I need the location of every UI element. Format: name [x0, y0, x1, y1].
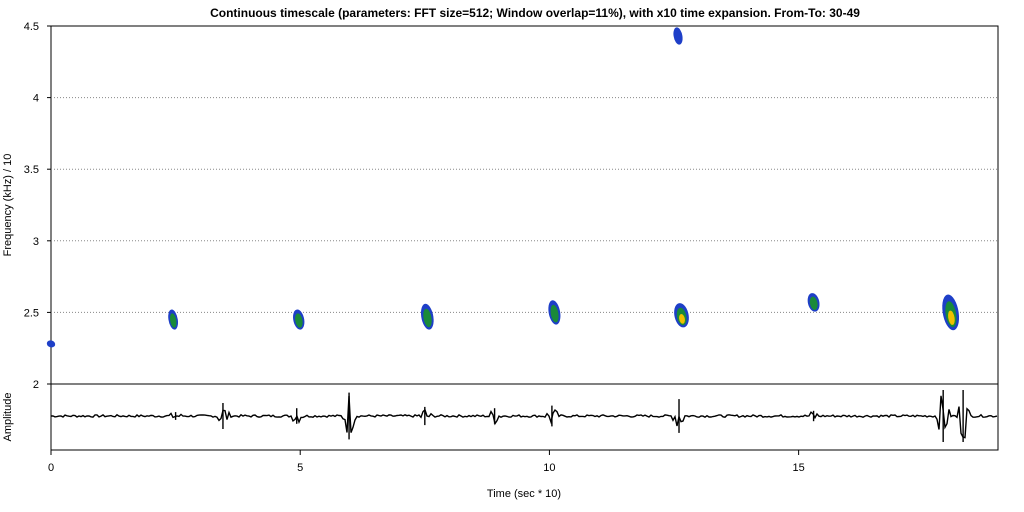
waveform-trace	[50, 395, 998, 439]
amplitude-waveform	[50, 390, 998, 442]
call-blob	[46, 340, 56, 348]
grid-lines	[51, 97, 998, 313]
y-tick-label: 2.5	[24, 307, 39, 319]
x-axis-label: Time (sec * 10)	[487, 488, 561, 500]
x-tick-label: 15	[793, 462, 805, 474]
x-tick-label: 5	[297, 462, 303, 474]
y-tick-label: 4.5	[24, 21, 39, 33]
y-tick-label: 3	[33, 236, 39, 248]
amplitude-axis-label: Amplitude	[2, 393, 14, 442]
y-tick-label: 3.5	[24, 164, 39, 176]
call-blob	[942, 294, 960, 331]
call-mid	[295, 313, 303, 328]
call-mid	[169, 313, 177, 328]
call-blob	[293, 309, 305, 330]
call-core	[948, 310, 955, 325]
call-outer	[46, 340, 56, 348]
call-blob	[548, 300, 561, 325]
call-mid	[809, 296, 818, 311]
y-tick-label: 2	[33, 379, 39, 391]
call-blob	[673, 27, 683, 45]
y-axis-label: Frequency (kHz) / 10	[2, 154, 14, 257]
call-blob	[420, 303, 434, 330]
x-tick-label: 0	[48, 462, 54, 474]
x-tick-label: 10	[543, 462, 555, 474]
plot-frame	[50, 25, 999, 451]
call-blob	[168, 309, 179, 330]
chart-title: Continuous timescale (parameters: FFT si…	[210, 6, 860, 20]
x-axis-ticks: 0 5 10 15	[48, 450, 805, 474]
y-axis-ticks: 2 2.5 3 3.5 4 4.5	[24, 21, 51, 391]
call-core	[679, 314, 685, 324]
spectrogram-calls	[46, 27, 960, 348]
call-blob	[807, 293, 820, 312]
y-tick-label: 4	[33, 93, 39, 105]
call-outer	[673, 27, 683, 45]
call-mid	[550, 304, 559, 323]
call-blob	[674, 303, 689, 328]
call-mid	[423, 308, 432, 328]
